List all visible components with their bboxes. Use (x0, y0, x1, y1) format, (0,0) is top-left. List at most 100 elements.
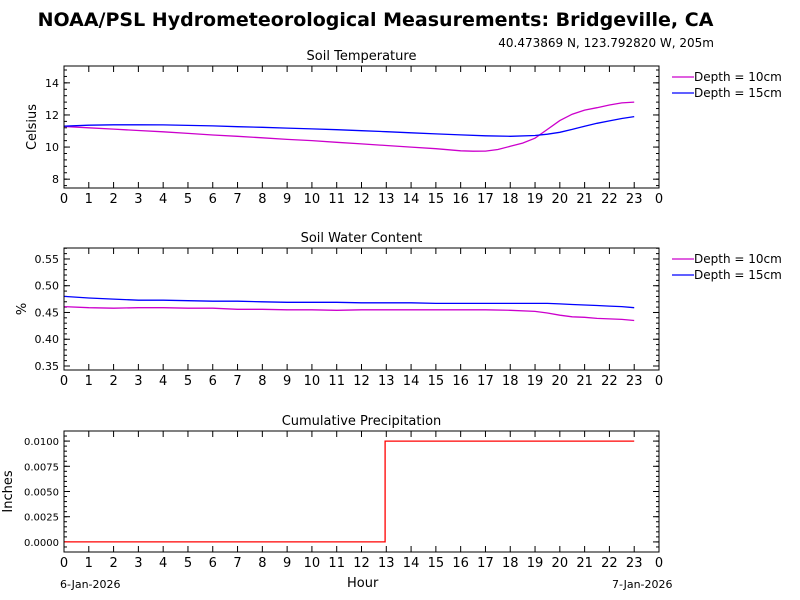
x-tick-label: 2 (109, 556, 117, 571)
x-tick-label: 16 (452, 556, 469, 571)
x-tick-label: 21 (576, 374, 593, 389)
x-tick-label: 7 (233, 374, 241, 389)
y-axis-label: % (15, 303, 30, 315)
legend-label: Depth = 15cm (694, 268, 782, 282)
x-tick-label: 22 (601, 192, 618, 207)
x-tick-label: 9 (283, 374, 291, 389)
x-tick-label: 5 (184, 556, 192, 571)
x-tick-label: 2 (109, 192, 117, 207)
x-tick-label: 22 (601, 374, 618, 389)
y-tick-label: 0.40 (35, 333, 60, 346)
y-tick-label: 0.0000 (24, 538, 59, 549)
x-tick-label: 20 (552, 374, 569, 389)
x-tick-label: 5 (184, 192, 192, 207)
x-tick-label: 11 (328, 374, 345, 389)
x-axis-label: Hour (347, 576, 379, 591)
plot-frame (63, 430, 660, 553)
x-tick-label: 10 (304, 374, 321, 389)
x-tick-label: 12 (353, 556, 370, 571)
x-tick-label: 3 (134, 374, 142, 389)
x-tick-label: 11 (328, 192, 345, 207)
start-date: 6-Jan-2026 (60, 578, 121, 591)
x-tick-label: 3 (134, 192, 142, 207)
x-tick-label: 0 (655, 192, 663, 207)
y-tick-label: 0.0100 (24, 437, 59, 448)
x-tick-label: 15 (428, 192, 445, 207)
x-tick-label: 14 (403, 374, 420, 389)
y-axis-label: Inches (1, 470, 16, 512)
x-tick-label: 13 (378, 192, 395, 207)
series-line-0 (64, 440, 635, 543)
x-tick-label: 20 (552, 556, 569, 571)
x-tick-label: 0 (655, 556, 663, 571)
plot-frame (63, 65, 660, 189)
x-tick-label: 2 (109, 374, 117, 389)
legend-label: Depth = 15cm (694, 86, 782, 100)
y-tick-label: 14 (45, 77, 59, 90)
y-tick-label: 0.0075 (24, 462, 59, 473)
x-tick-label: 16 (452, 374, 469, 389)
y-tick-label: 0.0050 (24, 488, 59, 499)
x-tick-label: 18 (502, 556, 519, 571)
x-tick-label: 13 (378, 556, 395, 571)
y-tick-label: 0.35 (35, 360, 60, 373)
x-tick-label: 0 (60, 374, 68, 389)
x-tick-label: 0 (60, 192, 68, 207)
chart-title: Cumulative Precipitation (282, 414, 442, 429)
x-tick-label: 17 (477, 192, 494, 207)
x-tick-label: 23 (626, 192, 643, 207)
x-tick-label: 5 (184, 374, 192, 389)
x-tick-label: 18 (502, 374, 519, 389)
chart-title: Soil Temperature (307, 49, 417, 64)
x-tick-label: 16 (452, 192, 469, 207)
legend-label: Depth = 10cm (694, 70, 782, 84)
x-tick-label: 8 (258, 192, 266, 207)
x-tick-label: 1 (85, 192, 93, 207)
x-tick-label: 0 (655, 374, 663, 389)
x-tick-label: 19 (527, 192, 544, 207)
y-axis-label: Celsius (25, 104, 40, 150)
x-tick-label: 8 (258, 374, 266, 389)
series-line-1 (63, 295, 635, 309)
y-tick-label: 0.45 (35, 306, 60, 319)
x-tick-label: 19 (527, 556, 544, 571)
x-tick-label: 18 (502, 192, 519, 207)
x-tick-label: 8 (258, 556, 266, 571)
x-tick-label: 17 (477, 556, 494, 571)
x-tick-label: 19 (527, 374, 544, 389)
x-tick-label: 9 (283, 556, 291, 571)
y-tick-label: 0.55 (35, 253, 60, 266)
page-title: NOAA/PSL Hydrometeorological Measurement… (37, 9, 714, 31)
x-tick-label: 10 (304, 192, 321, 207)
series-line-0 (63, 305, 635, 322)
x-tick-label: 23 (626, 556, 643, 571)
x-tick-label: 22 (601, 556, 618, 571)
x-tick-label: 6 (209, 374, 217, 389)
end-date: 7-Jan-2026 (612, 578, 673, 591)
x-tick-label: 10 (304, 556, 321, 571)
x-tick-label: 14 (403, 192, 420, 207)
y-tick-label: 0.50 (35, 280, 60, 293)
x-tick-label: 11 (328, 556, 345, 571)
x-tick-label: 1 (85, 374, 93, 389)
station-location: 40.473869 N, 123.792820 W, 205m (498, 36, 714, 50)
x-tick-label: 15 (428, 556, 445, 571)
x-tick-label: 1 (85, 556, 93, 571)
x-tick-label: 21 (576, 192, 593, 207)
x-tick-label: 7 (233, 192, 241, 207)
series-line-0 (63, 101, 635, 152)
y-tick-label: 8 (52, 173, 59, 186)
chart-1: Soil Water Content%0 1 2 3 4 5 6 7 8 9 10 11 12 13 14 1… (15, 231, 782, 389)
legend-label: Depth = 10cm (694, 252, 782, 266)
x-tick-label: 12 (353, 192, 370, 207)
series-line-1 (63, 115, 635, 137)
x-tick-label: 15 (428, 374, 445, 389)
plot-frame (63, 247, 660, 371)
x-tick-label: 9 (283, 192, 291, 207)
x-tick-label: 23 (626, 374, 643, 389)
x-tick-label: 12 (353, 374, 370, 389)
y-tick-label: 10 (45, 141, 59, 154)
